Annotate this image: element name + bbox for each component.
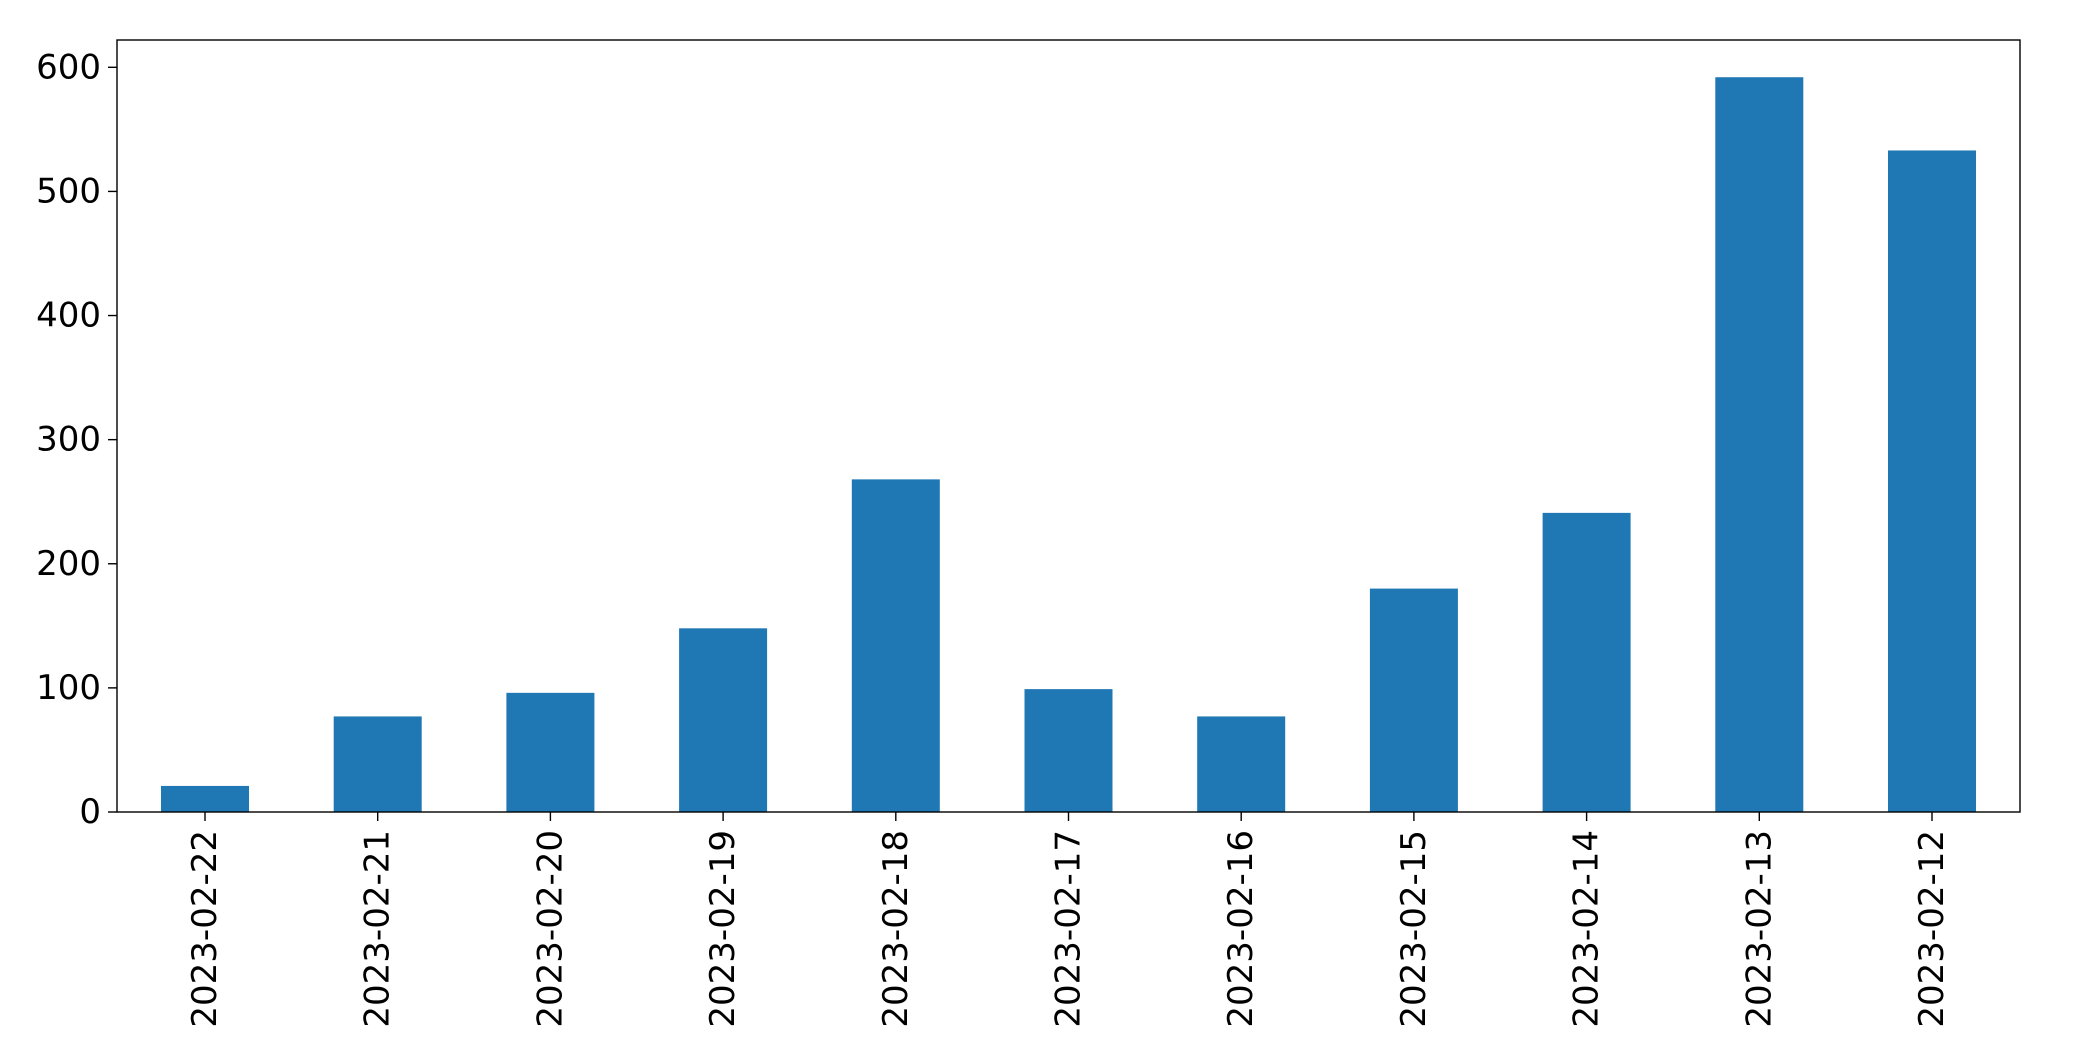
y-tick-label: 0 xyxy=(79,792,101,832)
y-tick-label: 200 xyxy=(36,544,101,584)
x-tick-label: 2023-02-21 xyxy=(358,830,398,1028)
y-tick-label: 100 xyxy=(36,668,101,708)
bar-2023-02-20 xyxy=(506,692,595,812)
bar-2023-02-16 xyxy=(1197,716,1286,812)
bar-2023-02-14 xyxy=(1542,512,1631,812)
x-tick-label: 2023-02-15 xyxy=(1394,830,1434,1028)
y-tick-label: 400 xyxy=(36,296,101,336)
x-axis: 2023-02-22 2023-02-21 2023-02-20 2023-02-19… xyxy=(185,812,1952,1028)
x-tick-label: 2023-02-18 xyxy=(876,830,916,1028)
bar-2023-02-12 xyxy=(1888,150,1976,813)
x-tick-label: 2023-02-22 xyxy=(185,830,225,1028)
bars-layer xyxy=(161,77,1976,813)
y-axis: 0 100 200 300 400 500 600 xyxy=(36,47,117,832)
y-tick-label: 500 xyxy=(36,171,101,211)
bar-2023-02-17 xyxy=(1024,689,1113,812)
bar-2023-02-18 xyxy=(851,479,940,812)
bar-2023-02-21 xyxy=(333,716,422,812)
x-tick-label: 2023-02-12 xyxy=(1912,830,1952,1028)
x-tick-label: 2023-02-17 xyxy=(1049,830,1089,1028)
x-tick-label: 2023-02-13 xyxy=(1739,830,1779,1028)
x-tick-label: 2023-02-14 xyxy=(1567,830,1607,1028)
bar-2023-02-13 xyxy=(1715,77,1804,812)
bar-2023-02-22 xyxy=(161,785,249,812)
x-tick-label: 2023-02-20 xyxy=(530,830,570,1028)
bar-2023-02-19 xyxy=(679,628,768,812)
plot-background xyxy=(117,40,2020,812)
y-tick-label: 600 xyxy=(36,47,101,87)
bar-2023-02-15 xyxy=(1369,588,1458,812)
y-tick-label: 300 xyxy=(36,420,101,460)
x-tick-label: 2023-02-16 xyxy=(1221,830,1261,1028)
x-tick-label: 2023-02-19 xyxy=(703,830,743,1028)
